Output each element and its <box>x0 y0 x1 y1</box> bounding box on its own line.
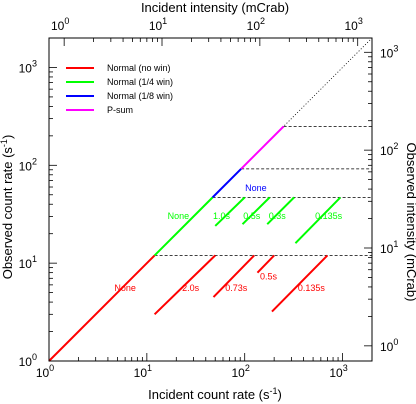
annotation-label: 0.5s <box>243 211 261 221</box>
x-top-tick-label-base: 10 <box>345 19 359 33</box>
x-bottom-tick-label: 102 <box>232 363 250 380</box>
y-left-tick-label: 100 <box>19 352 37 369</box>
x-top-tick-label: 103 <box>345 16 363 33</box>
annotation-label: None <box>114 283 136 293</box>
frame-time-line <box>214 196 246 227</box>
annotation-label: 0.5s <box>260 271 278 281</box>
annotation-label: 2.0s <box>182 283 200 293</box>
y-left-tick-label-base: 10 <box>19 159 33 173</box>
frame-time-line <box>256 254 275 274</box>
annotation-label: None <box>245 183 267 193</box>
y-right-tick-label-base: 10 <box>380 144 394 158</box>
y-left-tick-label: 101 <box>19 254 37 271</box>
series-line <box>211 168 242 199</box>
frame-time-line <box>294 196 342 244</box>
frame-time-line <box>153 254 216 316</box>
series-line <box>240 125 285 170</box>
pileup-levels <box>154 125 372 256</box>
annotations: None 2.0s 0.73s 0.5s 0.135s None 1.0s 0.5s 0.3s 0… <box>114 183 342 293</box>
annotation-label: 0.135s <box>315 211 343 221</box>
y-right-tick-label-base: 10 <box>380 340 394 354</box>
x-bottom-tick-label-base: 10 <box>134 366 148 380</box>
y-axis-left-title: Observed count rate (s-1) <box>0 135 15 280</box>
x-bottom-tick-label: 103 <box>329 363 347 380</box>
x-bottom-tick-label-base: 10 <box>329 366 343 380</box>
y-left-tick-label-base: 10 <box>19 61 33 75</box>
x-axis-bottom-title: Incident count rate (s-1) <box>148 386 282 402</box>
x-bottom-tick-label: 101 <box>134 363 152 380</box>
x-top-tick-label-base: 10 <box>149 19 163 33</box>
y-left-tick-label-base: 10 <box>19 257 33 271</box>
legend-label: Normal (1/8 win) <box>107 91 173 101</box>
frame-time-line <box>266 196 295 225</box>
series-line <box>153 196 214 257</box>
frame-time-lines <box>153 196 342 316</box>
annotation-label: 0.135s <box>298 283 326 293</box>
y-left-tick-label-exp: 3 <box>32 58 37 68</box>
x-top-tick-label-base: 10 <box>51 19 65 33</box>
plot-frame <box>48 37 373 362</box>
x-top-tick-label: 102 <box>247 16 265 33</box>
series-line <box>48 254 156 362</box>
annotation-label: None <box>168 211 190 221</box>
y-left-tick-label-base: 10 <box>19 355 33 369</box>
x-bottom-tick-label-base: 10 <box>36 366 50 380</box>
y-right-tick-label-exp: 1 <box>393 239 398 249</box>
x-top-tick-label-exp: 3 <box>358 16 363 26</box>
annotation-label: 0.73s <box>225 283 248 293</box>
y-right-tick-label-base: 10 <box>380 46 394 60</box>
y-left-tick-label: 103 <box>19 58 37 75</box>
annotation-label: 1.0s <box>213 211 231 221</box>
y-right-tick-label: 102 <box>380 141 398 158</box>
frame-time-line <box>212 254 255 298</box>
x-top-tick-label-base: 10 <box>247 19 261 33</box>
annotation-label: 0.3s <box>269 211 287 221</box>
frame-time-line <box>241 196 271 225</box>
x-top-tick-label: 100 <box>51 16 69 33</box>
legend-label: P-sum <box>107 105 133 115</box>
x-bottom-tick-label-exp: 2 <box>245 363 250 373</box>
y-right-tick-label-exp: 2 <box>393 141 398 151</box>
axis-ticks: 1001001001001011011011011021021021021031… <box>19 16 399 380</box>
legend-label: Normal (no win) <box>107 63 171 73</box>
y-left-tick-label-exp: 2 <box>32 156 37 166</box>
x-top-tick-label-exp: 2 <box>260 16 265 26</box>
frame-time-line <box>271 254 329 313</box>
x-bottom-tick-label: 100 <box>36 363 54 380</box>
y-right-tick-label-exp: 3 <box>393 43 398 53</box>
legend-label: Normal (1/4 win) <box>107 77 173 87</box>
y-right-tick-label: 100 <box>380 337 398 354</box>
x-top-tick-label-exp: 1 <box>162 16 167 26</box>
y-left-tick-label-exp: 1 <box>32 254 37 264</box>
x-bottom-tick-label-exp: 0 <box>49 363 54 373</box>
x-top-tick-label: 101 <box>149 16 167 33</box>
y-right-tick-label-base: 10 <box>380 242 394 256</box>
y-right-tick-label: 101 <box>380 239 398 256</box>
legend: Normal (no win) Normal (1/4 win) Normal (1… <box>66 63 173 115</box>
y-right-tick-label: 103 <box>380 43 398 60</box>
x-bottom-tick-label-base: 10 <box>232 366 246 380</box>
x-bottom-tick-label-exp: 3 <box>343 363 348 373</box>
y-left-tick-label-exp: 0 <box>32 352 37 362</box>
x-bottom-tick-label-exp: 1 <box>147 363 152 373</box>
x-top-tick-label-exp: 0 <box>64 16 69 26</box>
y-left-tick-label: 102 <box>19 156 37 173</box>
y-right-tick-label-exp: 0 <box>393 337 398 347</box>
y-axis-right-title: Observed intensity (mCrab) <box>404 143 416 302</box>
series-lines <box>48 125 285 362</box>
x-axis-top-title: Incident intensity (mCrab) <box>141 0 289 15</box>
